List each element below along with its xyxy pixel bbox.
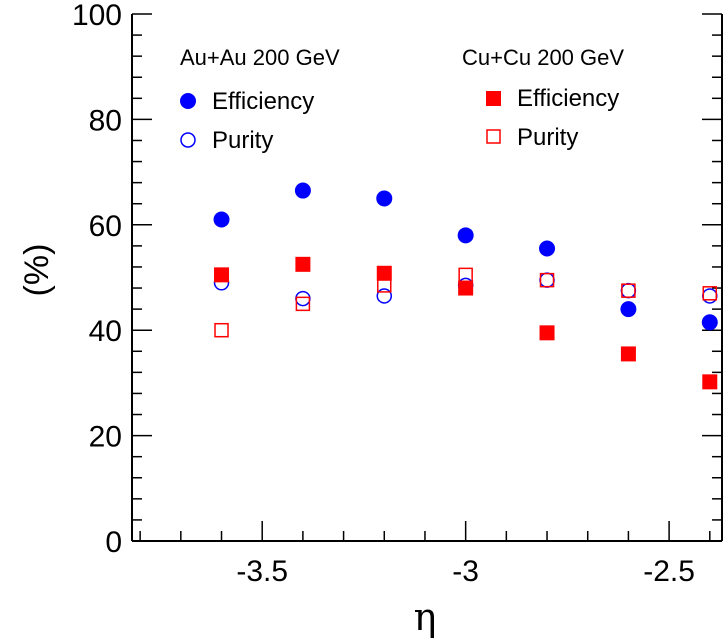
legend-header-cu-cu: Cu+Cu 200 GeV xyxy=(462,45,624,70)
x-tick-label: -2.5 xyxy=(643,555,695,588)
au-efficiency-filled-circle-point xyxy=(539,240,556,257)
cu-efficiency-filled-square-point xyxy=(295,256,311,272)
cu-purity-open-square-point xyxy=(295,296,311,312)
cu-efficiency-filled-square-point xyxy=(620,346,636,362)
legend-marker-au-purity xyxy=(180,132,196,148)
y-tick-label: 40 xyxy=(89,315,122,348)
y-tick-label: 0 xyxy=(105,526,122,559)
legend-cu-cu: Cu+Cu 200 GeV Efficiency Purity xyxy=(462,45,624,151)
cu-purity-open-square-point xyxy=(458,267,473,283)
au-purity-open-circle-point xyxy=(620,282,637,299)
au-efficiency-filled-circle-point xyxy=(376,190,393,207)
legend-marker-cu-purity xyxy=(486,129,501,144)
au-efficiency-filled-circle-point xyxy=(457,227,474,244)
au-purity-open-circle-point xyxy=(702,288,718,304)
legend-label-au-purity: Purity xyxy=(212,127,273,154)
cu-efficiency-filled-square-point xyxy=(376,265,392,281)
y-tick-label: 100 xyxy=(72,0,122,32)
cu-purity-open-square-point xyxy=(621,283,636,298)
cu-efficiency-filled-square-point xyxy=(702,374,718,390)
cu-purity-open-square-point xyxy=(214,322,229,338)
legend-label-cu-efficiency: Efficiency xyxy=(517,85,619,112)
axes: 0 20 40 60 80 100 -3.5 -3 -2.5 xyxy=(72,0,723,588)
cu-efficiency-filled-square-point xyxy=(458,280,474,296)
au-purity-open-circle-point xyxy=(539,272,555,288)
legend-marker-au-efficiency xyxy=(180,93,196,109)
au-efficiency-filled-circle-point xyxy=(294,182,311,199)
x-axis-title: η xyxy=(414,595,437,639)
cu-efficiency-filled-square-point xyxy=(539,325,555,341)
legend-label-cu-purity: Purity xyxy=(517,124,578,151)
cu-purity-open-square-point xyxy=(702,286,718,301)
legend-marker-cu-efficiency xyxy=(486,91,501,106)
cu-efficiency-filled-square-point xyxy=(214,267,230,283)
au-efficiency-filled-circle-point xyxy=(620,301,637,318)
au-purity-open-circle-point xyxy=(376,288,393,304)
au-purity-open-circle-point xyxy=(295,290,311,307)
y-tick-label: 20 xyxy=(89,421,122,454)
au-efficiency-filled-circle-point xyxy=(213,211,230,228)
legend-label-au-efficiency: Efficiency xyxy=(212,88,314,115)
legend-au-au: Au+Au 200 GeV Efficiency Purity xyxy=(180,45,340,154)
cu-purity-open-square-point xyxy=(377,278,392,293)
data-points xyxy=(213,182,718,390)
au-efficiency-filled-circle-point xyxy=(701,314,718,331)
x-tick-label: -3.5 xyxy=(236,555,288,588)
legend-header-au-au: Au+Au 200 GeV xyxy=(180,45,340,70)
y-axis-title: (%) xyxy=(18,244,56,297)
x-tick-label: -3 xyxy=(452,555,479,588)
y-tick-label: 60 xyxy=(89,210,122,243)
cu-purity-open-square-point xyxy=(539,272,555,288)
y-tick-label: 80 xyxy=(89,104,122,137)
